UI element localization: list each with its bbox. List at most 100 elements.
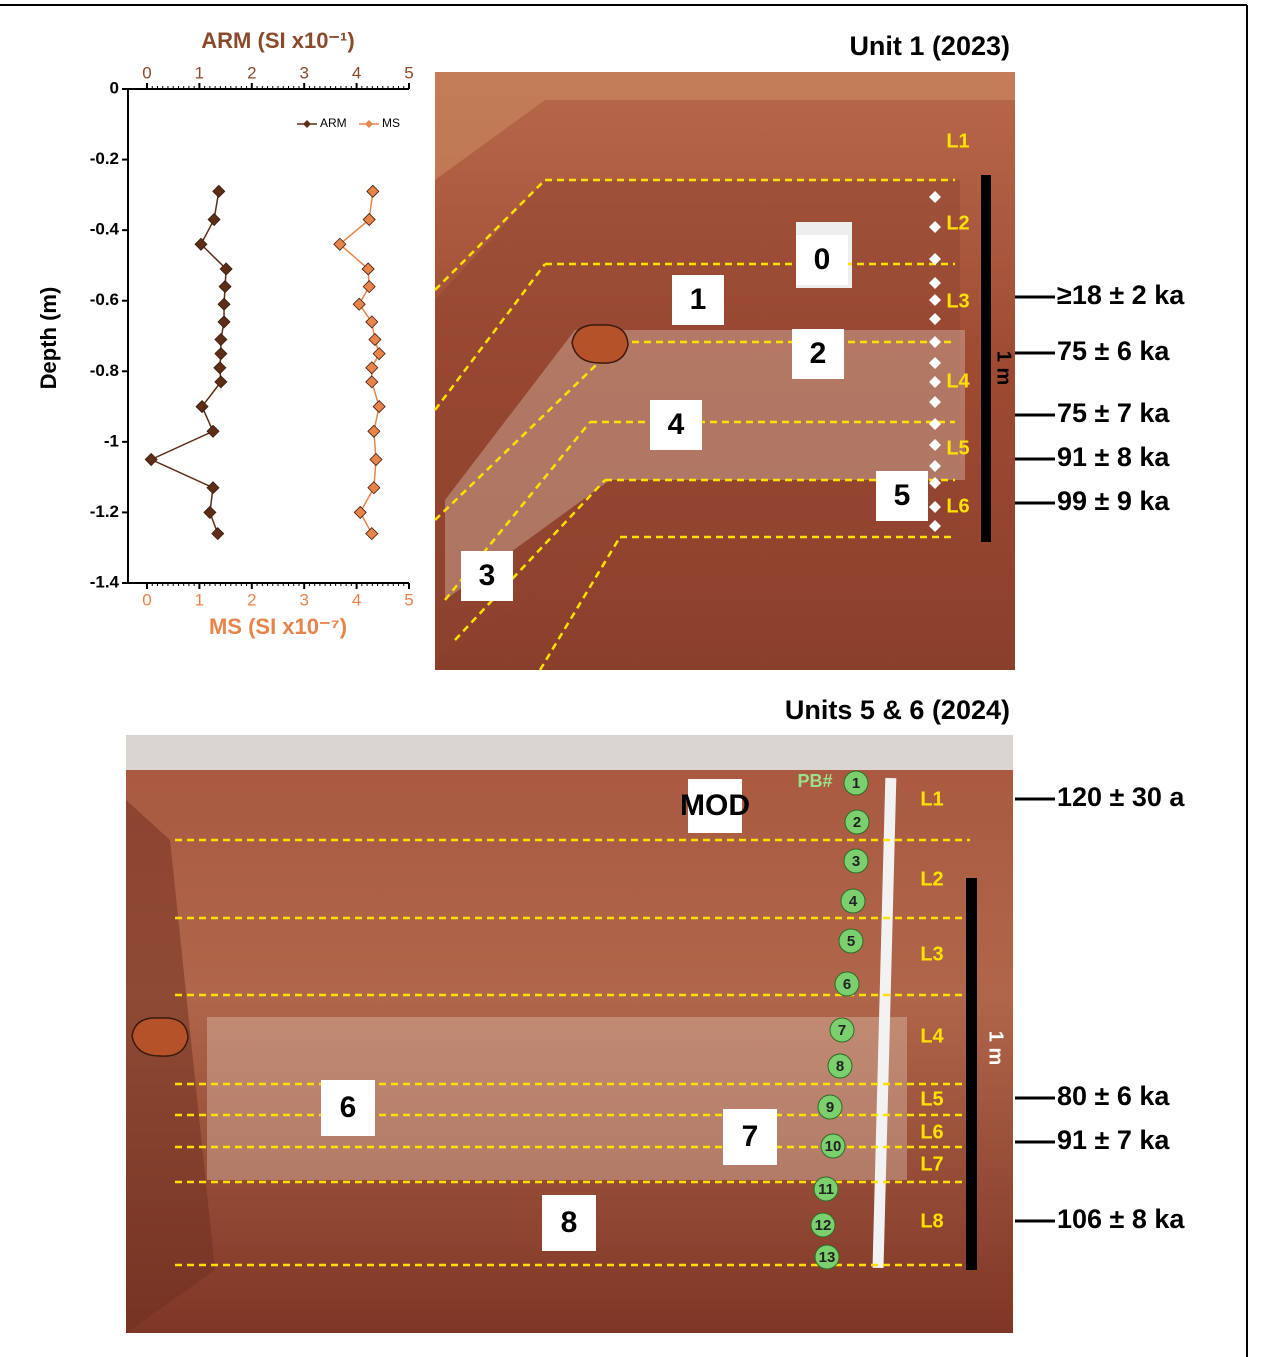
pb-title: PB# [797,771,832,791]
layer-label: L6 [946,495,969,517]
sample-label: 2 [810,337,827,370]
sample-label: MOD [680,789,750,822]
sample-label: 8 [561,1206,578,1239]
pb-number: 9 [826,1099,834,1116]
sample-label: 0 [814,243,831,276]
y-tick-label: 0 [110,78,119,97]
data-point [218,298,230,310]
legend-marker [303,120,311,128]
x-tick-label: 4 [352,63,361,82]
x-tick-label: 0 [142,63,151,82]
layer-label: L1 [920,788,943,810]
data-point [353,298,365,310]
scale-bar [966,878,977,1270]
legend-label: MS [382,116,400,130]
data-point [214,362,226,374]
y-tick-label: -1.2 [90,502,119,521]
sample-label: 5 [894,479,911,512]
data-point [218,316,230,328]
pb-number: 7 [838,1022,846,1039]
pb-number: 4 [849,893,858,910]
pb-number: 5 [847,933,855,950]
artifact-icon [132,1018,188,1056]
age-label: 91 ± 8 ka [1057,442,1170,472]
scale-label: 1 m [985,1031,1007,1065]
age-label: 91 ± 7 ka [1057,1125,1170,1155]
panel-title: Units 5 & 6 (2024) [785,695,1010,725]
sample-label: 6 [340,1091,357,1124]
scale-label: 1 m [993,351,1015,385]
x2-tick-label: 0 [142,590,151,609]
y-tick-label: -0.6 [90,290,119,309]
age-label: 106 ± 8 ka [1057,1204,1185,1234]
panel-title: Unit 1 (2023) [849,31,1010,61]
y-axis-title: Depth (m) [36,287,61,390]
layer-label: L5 [946,437,969,459]
y-tick-label: -0.4 [90,220,120,239]
x2-tick-label: 2 [247,590,256,609]
x2-axis-title: MS (SI x10⁻⁷) [209,614,347,639]
layer-label: L2 [920,868,943,890]
layer-label: L4 [920,1025,944,1047]
data-point [215,334,227,346]
age-label: 99 ± 9 ka [1057,486,1170,516]
sample-label: 7 [742,1120,759,1153]
age-label: ≥18 ± 2 ka [1057,280,1185,310]
layer-label: L1 [946,130,969,152]
x2-tick-label: 3 [299,590,308,609]
y-tick-label: -0.8 [90,361,119,380]
data-point [219,281,231,293]
data-point [373,348,385,360]
data-point [207,482,219,494]
data-point [145,454,157,466]
layer-label: L8 [920,1210,943,1232]
unit-1-photo [435,72,1015,670]
age-label: 80 ± 6 ka [1057,1081,1170,1111]
data-point [215,376,227,388]
legend-label: ARM [320,116,347,130]
data-point [215,348,227,360]
data-point [368,482,380,494]
pb-number: 1 [852,775,860,792]
data-point [370,454,382,466]
x2-tick-label: 5 [404,590,413,609]
x2-tick-label: 1 [195,590,204,609]
pb-number: 13 [819,1249,836,1266]
sample-label: 3 [479,559,496,592]
pb-number: 12 [815,1217,832,1234]
sample-label: 4 [668,408,685,441]
pb-number: 6 [843,976,851,993]
data-point [369,334,381,346]
layer-label: L5 [920,1088,943,1110]
pb-number: 3 [852,853,860,870]
data-point [363,281,375,293]
data-point [366,528,378,540]
data-point [208,214,220,226]
sample-label: 1 [690,283,707,316]
x2-tick-label: 4 [352,590,361,609]
data-point [212,528,224,540]
y-tick-label: -1 [104,431,119,450]
pb-number: 10 [825,1138,842,1155]
layer-label: L2 [946,212,969,234]
pb-number: 11 [818,1181,834,1198]
y-tick-label: -0.2 [90,149,119,168]
age-label: 120 ± 30 a [1057,782,1185,812]
data-point [373,401,385,413]
age-label: 75 ± 7 ka [1057,398,1170,428]
layer-label: L7 [920,1153,943,1175]
layer-label: L6 [920,1121,943,1143]
pb-number: 2 [853,814,861,831]
x-axis-title: ARM (SI x10⁻¹) [201,28,354,53]
layer-label: L3 [946,290,969,312]
data-point [213,185,225,197]
data-point [366,362,378,374]
layer-label: L4 [946,370,970,392]
data-point [366,376,378,388]
x-tick-label: 1 [195,63,204,82]
data-point [354,506,366,518]
data-point [367,185,379,197]
data-point [196,401,208,413]
layer-label: L3 [920,943,943,965]
series-line [151,191,226,533]
